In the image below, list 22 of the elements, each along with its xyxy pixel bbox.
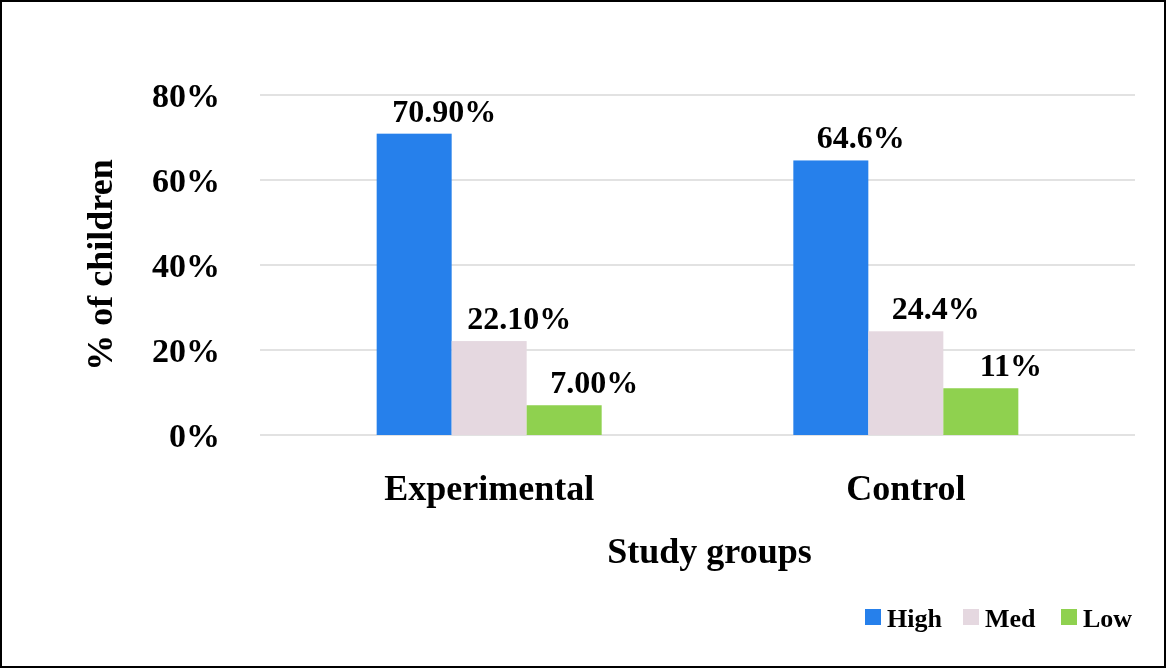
x-axis-title: Study groups — [607, 531, 812, 571]
bar — [526, 405, 602, 435]
data-label: 7.00% — [550, 364, 639, 401]
y-tick-label: 60% — [152, 161, 220, 199]
data-label: 22.10% — [467, 300, 572, 337]
y-tick-label: 80% — [152, 76, 220, 114]
y-tick-label: 20% — [152, 331, 220, 369]
legend-label: High — [887, 604, 943, 634]
data-label: 11% — [979, 347, 1042, 384]
x-tick-label: Control — [846, 468, 966, 508]
x-tick-label: Experimental — [384, 468, 595, 508]
legend-label: Med — [985, 604, 1037, 634]
bar — [793, 160, 869, 435]
data-label: 24.4% — [891, 290, 980, 327]
y-tick-label: 40% — [152, 246, 220, 284]
y-axis-title: % of children — [80, 159, 120, 371]
data-label: 70.90% — [392, 92, 497, 129]
bar — [376, 133, 452, 435]
bar — [943, 388, 1019, 435]
legend-label: Low — [1083, 604, 1133, 634]
y-tick-label: 0% — [169, 416, 220, 454]
data-label: 64.6% — [816, 119, 905, 156]
